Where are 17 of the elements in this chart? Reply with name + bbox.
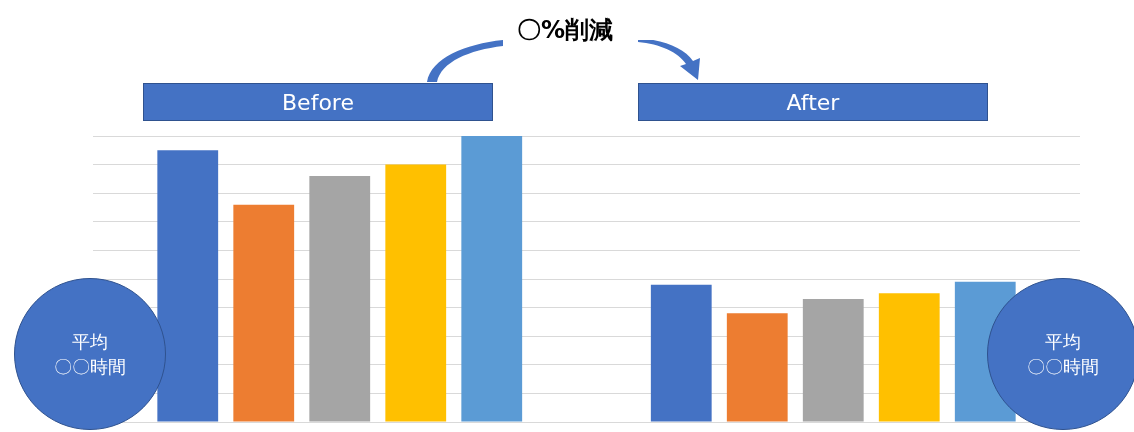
bar — [878, 293, 940, 422]
annotation: 平均 — [1045, 329, 1081, 354]
annotation: 〇〇時間 — [1027, 355, 1099, 379]
bar — [233, 204, 295, 422]
circle-badge: 平均 〇〇時間 — [987, 278, 1134, 430]
bar — [726, 313, 788, 422]
bar — [157, 150, 219, 422]
bar — [385, 164, 447, 422]
annotation: 〇〇時間 — [54, 355, 126, 379]
bar — [309, 176, 371, 422]
annotation: 平均 — [72, 329, 108, 354]
chart-title: 〇%削減 — [515, 15, 614, 46]
circle-badge: 平均 〇〇時間 — [14, 278, 166, 430]
bar — [461, 136, 523, 422]
bar — [802, 299, 864, 422]
bar — [650, 284, 712, 422]
label-box: After — [638, 83, 988, 121]
